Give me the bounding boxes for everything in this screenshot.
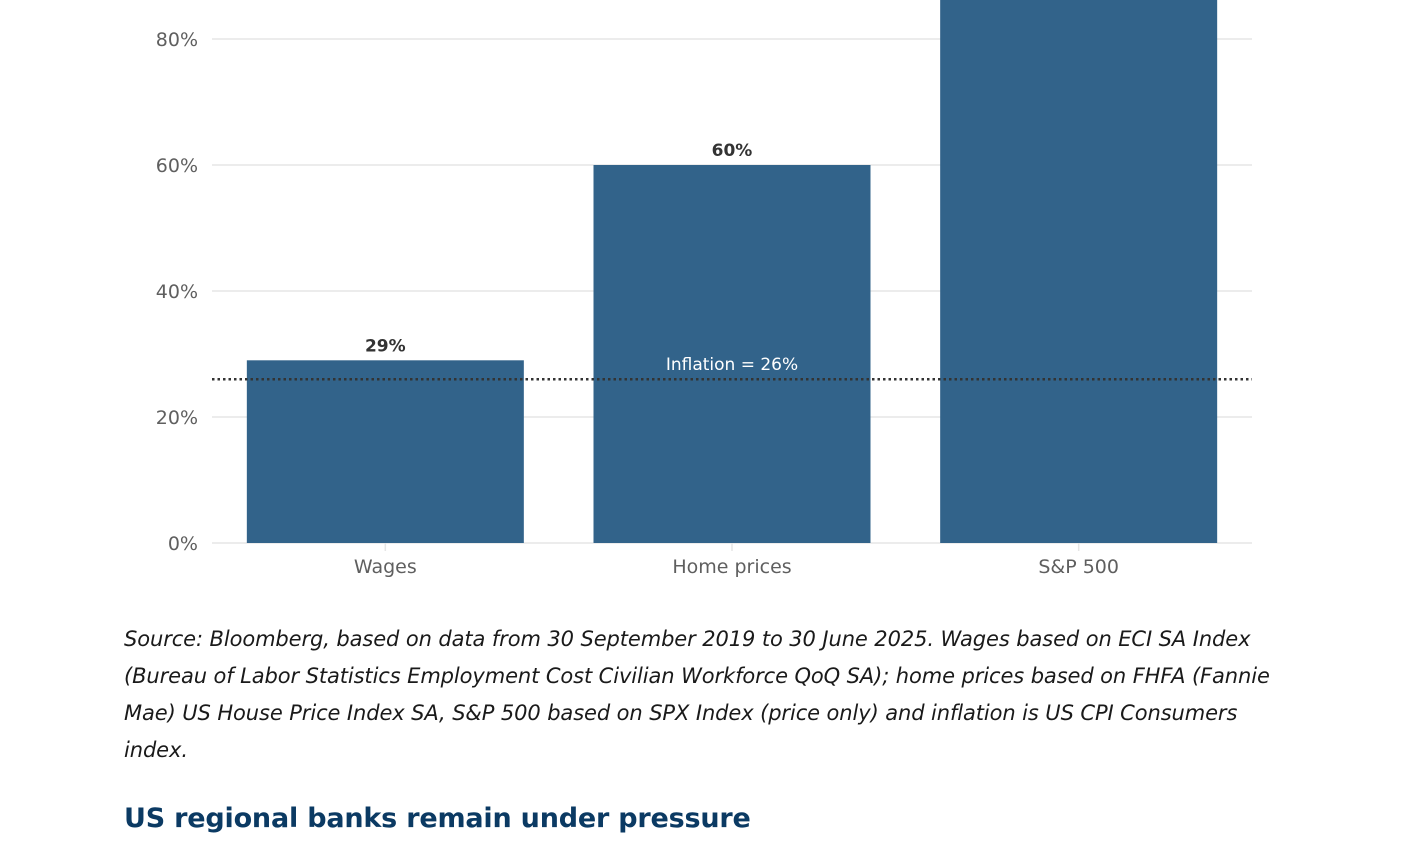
x-tick-label: Home prices — [672, 556, 791, 578]
x-tick-label: S&P 500 — [1038, 556, 1119, 578]
bars — [246, 0, 1218, 543]
y-tick-label: 20% — [156, 407, 198, 429]
data-label: 29% — [365, 336, 406, 356]
bar — [593, 165, 871, 543]
y-tick-label: 80% — [156, 29, 198, 51]
y-tick-label: 0% — [168, 533, 198, 555]
bar — [246, 360, 524, 543]
section-heading: US regional banks remain under pressure — [124, 803, 751, 834]
x-tick-label: Wages — [354, 556, 417, 578]
bar — [940, 0, 1218, 543]
inflation-label: Inflation = 26% — [666, 355, 798, 375]
chart-source-note: Source: Bloomberg, based on data from 30… — [124, 627, 1270, 762]
data-labels: 29% 60% — [365, 141, 752, 356]
y-tick-label: 60% — [156, 155, 198, 177]
y-tick-label: 40% — [156, 281, 198, 303]
bar-chart: Inflation = 26% 0% 20% 40% 60% 80% Wages Home … — [156, 0, 1252, 578]
axes: 0% 20% 40% 60% 80% Wages Home prices S&P 500 — [156, 29, 1119, 578]
data-label: 60% — [712, 141, 753, 161]
inflation-reference: Inflation = 26% — [212, 355, 1252, 381]
